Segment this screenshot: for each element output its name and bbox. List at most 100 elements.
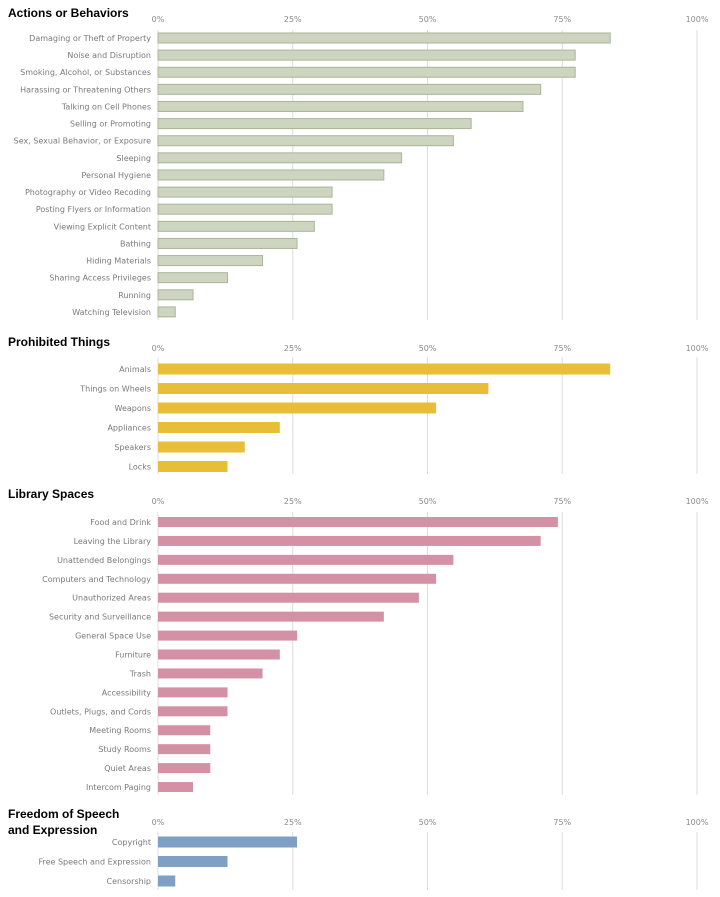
bar: [158, 744, 211, 755]
category-label: Personal Hygiene: [81, 171, 151, 180]
bar: [157, 49, 576, 61]
bar: [157, 203, 333, 215]
x-tick-label: 100%: [686, 15, 709, 24]
x-tick-label: 25%: [284, 818, 302, 827]
bar: [158, 422, 280, 433]
bar: [158, 725, 211, 736]
bar: [157, 220, 315, 232]
category-label: Unauthorized Areas: [72, 594, 151, 603]
category-label: Hiding Materials: [86, 257, 151, 266]
bar: [158, 706, 228, 717]
category-label: Sex, Sexual Behavior, or Exposure: [14, 137, 151, 146]
category-label: Outlets, Plugs, and Cords: [50, 707, 151, 716]
bar: [158, 611, 384, 622]
category-label: Damaging or Theft of Property: [29, 34, 151, 43]
bar: [157, 272, 229, 284]
chart-title: Prohibited Things: [8, 335, 110, 349]
x-tick-label: 75%: [553, 344, 571, 353]
x-tick-label: 0%: [152, 15, 165, 24]
category-label: Computers and Technology: [42, 575, 151, 584]
bar: [158, 592, 419, 603]
bar: [158, 441, 245, 453]
bar: [158, 763, 211, 774]
x-tick-label: 0%: [152, 818, 165, 827]
category-label: Leaving the Library: [74, 537, 152, 546]
category-label: Speakers: [114, 443, 151, 452]
category-label: Things on Wheels: [79, 385, 151, 394]
category-label: Photography or Video Recoding: [25, 188, 151, 197]
bar: [158, 687, 228, 698]
bar: [158, 517, 558, 527]
x-tick-label: 100%: [686, 497, 709, 506]
x-tick-label: 25%: [284, 344, 302, 353]
bar: [158, 649, 280, 660]
bar: [158, 875, 176, 887]
x-tick-label: 100%: [686, 818, 709, 827]
category-label: General Space Use: [75, 632, 151, 641]
x-tick-label: 75%: [553, 15, 571, 24]
category-label: Watching Television: [72, 308, 151, 317]
bar: [157, 32, 611, 44]
bar: [157, 100, 524, 112]
bar: [158, 402, 437, 414]
category-label: Trash: [129, 669, 151, 678]
category-label: Study Rooms: [98, 745, 151, 754]
x-tick-label: 50%: [419, 497, 437, 506]
category-label: Bathing: [120, 239, 151, 248]
category-label: Viewing Explicit Content: [54, 222, 151, 231]
category-label: Appliances: [107, 424, 151, 433]
x-tick-label: 100%: [686, 344, 709, 353]
category-label: Copyright: [112, 838, 151, 847]
bar: [157, 83, 542, 95]
category-label: Animals: [119, 365, 151, 374]
category-label: Locks: [129, 463, 151, 472]
category-label: Running: [118, 291, 151, 300]
x-tick-label: 50%: [419, 818, 437, 827]
bar: [157, 135, 454, 147]
x-tick-label: 0%: [152, 344, 165, 353]
x-tick-label: 50%: [419, 15, 437, 24]
bar: [158, 630, 298, 641]
category-label: Noise and Disruption: [67, 51, 151, 60]
bar: [158, 554, 454, 565]
bar: [158, 363, 611, 375]
category-label: Meeting Rooms: [89, 726, 151, 735]
category-label: Unattended Belongings: [57, 556, 151, 565]
x-tick-label: 50%: [419, 344, 437, 353]
category-label: Food and Drink: [90, 518, 151, 527]
bar: [158, 836, 298, 848]
chart-title: Freedom of Speech: [8, 807, 119, 821]
category-label: Furniture: [115, 651, 151, 660]
bar: [158, 573, 437, 584]
bar: [157, 118, 472, 130]
bar: [157, 152, 403, 164]
chart-title: Actions or Behaviors: [8, 6, 129, 20]
x-tick-label: 25%: [284, 15, 302, 24]
category-label: Censorship: [107, 877, 151, 886]
bar: [157, 186, 333, 198]
category-label: Talking on Cell Phones: [61, 102, 151, 111]
category-label: Security and Surveillance: [49, 613, 151, 622]
category-label: Weapons: [115, 404, 151, 413]
x-tick-label: 75%: [553, 497, 571, 506]
x-tick-label: 75%: [553, 818, 571, 827]
category-label: Sharing Access Privileges: [49, 274, 151, 283]
chart-title: and Expression: [8, 823, 97, 837]
bar: [157, 237, 298, 249]
bar: [157, 255, 264, 267]
x-tick-label: 25%: [284, 497, 302, 506]
bar: [157, 306, 176, 318]
bar: [158, 535, 541, 546]
category-label: Posting Flyers or Information: [36, 205, 151, 214]
category-label: Quiet Areas: [104, 764, 151, 773]
category-label: Sleeping: [116, 154, 151, 163]
chart-title: Library Spaces: [8, 487, 94, 501]
category-label: Intercom Paging: [86, 783, 151, 792]
bar: [158, 782, 194, 793]
bar: [157, 289, 194, 301]
x-tick-label: 0%: [152, 497, 165, 506]
category-label: Smoking, Alcohol, or Substances: [20, 68, 151, 77]
bar: [158, 856, 228, 867]
bar: [158, 668, 263, 679]
